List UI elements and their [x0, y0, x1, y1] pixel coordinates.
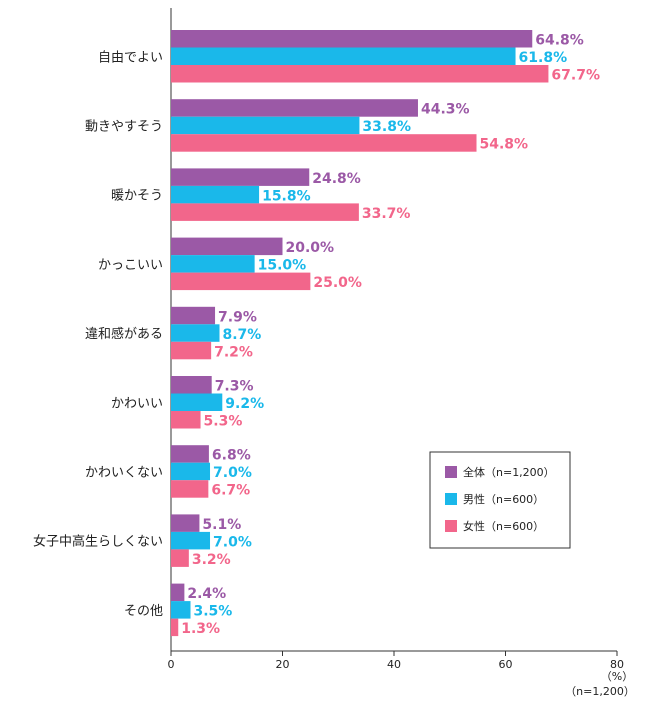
data-label: 2.4%	[187, 586, 226, 602]
bar	[171, 185, 260, 204]
legend-swatch	[445, 466, 457, 478]
data-label: 7.3%	[215, 379, 254, 395]
bar	[171, 47, 516, 65]
data-label: 8.7%	[223, 327, 262, 343]
legend-label: 男性（n=600）	[463, 492, 544, 506]
bar	[171, 168, 310, 186]
category-label: 違和感がある	[85, 326, 163, 342]
category-label: 暖かそう	[111, 189, 163, 204]
bar	[171, 514, 200, 532]
data-label: 15.8%	[262, 188, 311, 204]
data-label: 3.5%	[194, 604, 233, 620]
bar	[171, 531, 211, 550]
bar	[171, 411, 201, 429]
bar	[171, 583, 185, 602]
data-label: 5.1%	[202, 517, 241, 533]
bar	[171, 65, 549, 83]
data-label: 9.2%	[225, 396, 264, 412]
bar	[171, 134, 477, 152]
data-label: 5.3%	[204, 414, 243, 430]
category-label: 女子中高生らしくない	[33, 534, 163, 550]
bar	[171, 255, 255, 273]
legend-swatch	[445, 520, 457, 532]
x-tick-label: 60	[499, 658, 513, 671]
data-label: 33.8%	[362, 119, 411, 135]
data-label: 3.2%	[192, 552, 231, 568]
bar	[171, 272, 311, 291]
x-tick-label: 0	[168, 658, 175, 671]
bar	[171, 203, 359, 221]
bar	[171, 462, 211, 481]
data-label: 25.0%	[313, 275, 362, 291]
bar	[171, 376, 212, 394]
bar	[171, 601, 191, 619]
data-label: 6.8%	[212, 448, 251, 464]
unit-label: （%）	[601, 670, 633, 683]
category-label: かわいい	[111, 396, 163, 411]
x-tick-label: 40	[387, 658, 401, 671]
bar	[171, 445, 209, 463]
data-label: 67.7%	[551, 68, 600, 84]
legend-label: 女性（n=600）	[463, 519, 544, 533]
legend-label: 全体（n=1,200）	[463, 465, 555, 479]
category-label: かっこいい	[98, 258, 163, 273]
data-label: 64.8%	[535, 33, 584, 49]
x-tick-label: 80	[610, 658, 624, 671]
data-label: 61.8%	[519, 50, 568, 66]
bar	[171, 480, 209, 498]
category-label: その他	[124, 604, 163, 619]
bar	[171, 324, 220, 342]
data-label: 7.0%	[213, 465, 252, 481]
bar	[171, 30, 533, 48]
category-label: 動きやすそう	[85, 119, 163, 134]
data-label: 7.9%	[218, 309, 257, 325]
data-label: 54.8%	[480, 137, 529, 153]
bar	[171, 306, 216, 325]
data-label: 7.0%	[213, 534, 252, 550]
category-label: 自由でよい	[98, 50, 163, 65]
sample-size-label: （n=1,200）	[565, 685, 635, 698]
x-tick-label: 20	[276, 658, 290, 671]
legend-swatch	[445, 493, 457, 505]
data-label: 15.0%	[258, 258, 307, 274]
bar	[171, 99, 418, 117]
bar	[171, 549, 189, 567]
bar	[171, 237, 283, 256]
bar	[171, 393, 223, 411]
data-label: 7.2%	[214, 344, 253, 360]
bar	[171, 618, 179, 637]
data-label: 1.3%	[181, 621, 220, 637]
data-label: 6.7%	[211, 483, 250, 499]
legend: 全体（n=1,200） 男性（n=600） 女性（n=600）	[429, 451, 571, 549]
bar	[171, 116, 360, 135]
bar	[171, 341, 212, 360]
data-label: 44.3%	[421, 102, 470, 118]
category-label: かわいくない	[85, 465, 163, 480]
data-label: 24.8%	[312, 171, 361, 187]
data-label: 33.7%	[362, 206, 411, 222]
data-label: 20.0%	[286, 240, 335, 256]
